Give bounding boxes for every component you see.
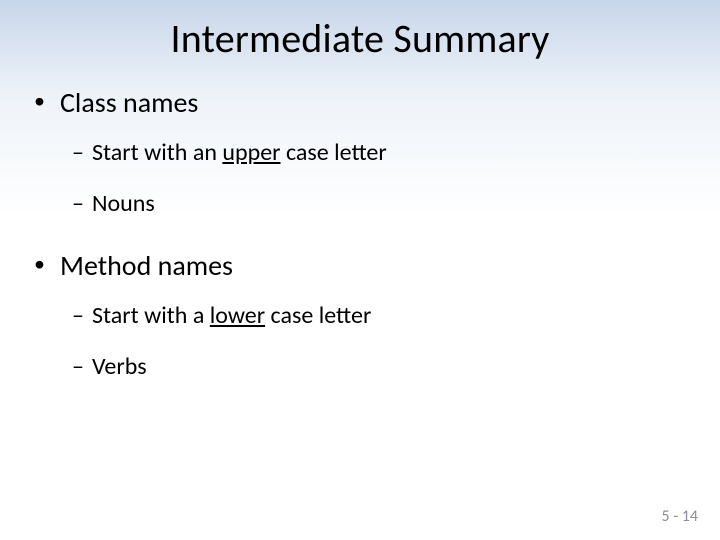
bullet-class-names: • Class names	[34, 85, 720, 120]
text-post: case letter	[281, 138, 387, 167]
page-number: 5 - 14	[662, 507, 698, 526]
text-underlined: upper	[222, 138, 280, 167]
bullet-text: Method names	[60, 248, 233, 283]
subbullet-nouns: – Nouns	[72, 189, 720, 218]
slide-body: • Class names – Start with an upper case…	[0, 63, 720, 381]
subbullet-text: Verbs	[92, 352, 147, 381]
dash-icon: –	[72, 189, 92, 218]
bullet-method-names: • Method names	[34, 248, 720, 283]
subbullet-text: Nouns	[92, 189, 155, 218]
bullet-dot-icon: •	[34, 248, 60, 280]
dash-icon: –	[72, 301, 92, 330]
dash-icon: –	[72, 138, 92, 167]
spacer	[34, 240, 720, 248]
text-post: case letter	[265, 301, 371, 330]
bullet-text: Class names	[60, 85, 198, 120]
text-underlined: lower	[210, 301, 265, 330]
text-pre: Start with a	[92, 301, 210, 330]
subbullet-upper-case: – Start with an upper case letter	[72, 138, 720, 167]
text-pre: Start with an	[92, 138, 222, 167]
subbullet-text: Start with an upper case letter	[92, 138, 387, 167]
subbullet-lower-case: – Start with a lower case letter	[72, 301, 720, 330]
subbullet-text: Start with a lower case letter	[92, 301, 371, 330]
dash-icon: –	[72, 352, 92, 381]
subbullet-verbs: – Verbs	[72, 352, 720, 381]
slide-title: Intermediate Summary	[0, 0, 720, 63]
bullet-dot-icon: •	[34, 85, 60, 117]
